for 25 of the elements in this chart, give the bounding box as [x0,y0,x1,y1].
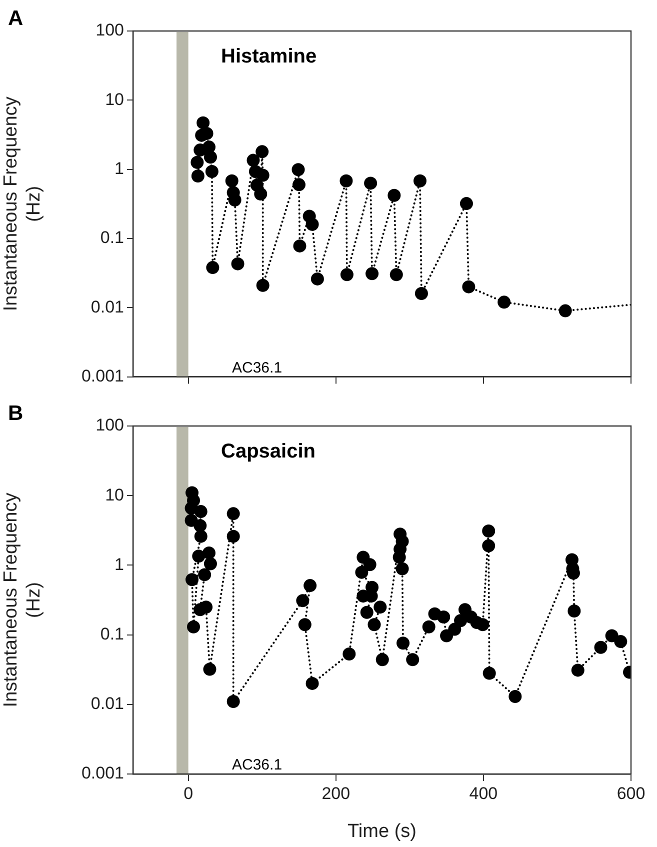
x-tick-label: 200 [322,784,350,803]
x-tick-label: 0 [184,784,194,803]
y-tick-label: 0.01 [90,297,124,316]
text: B [8,402,24,425]
y-tick-label: 100 [96,20,124,40]
annotation: AC36.1 [232,756,282,774]
y-tick-label: 0.001 [81,764,124,783]
text: Capsaicin [221,440,316,463]
y-tick-label: 0.001 [81,366,124,386]
x-tick-label: 600 [616,784,646,803]
y-tick-label: 0.01 [90,694,124,714]
y-axis-title: Instantaneous Frequency (Hz) [0,492,44,708]
y-tick-label: 0.1 [100,624,124,644]
x-tick-label: 400 [469,784,498,803]
y-tick-label: 1 [114,159,124,178]
y-tick-label: 100 [96,416,124,435]
x-axis-title: Time (s) [348,820,416,842]
y-tick-label: 1 [114,554,124,574]
text: A [8,6,24,30]
y-axis-title: Instantaneous Frequency (Hz) [0,96,44,312]
annotation: AC36.1 [232,359,282,376]
y-tick-label: 10 [105,485,124,504]
y-tick-label: 0.1 [100,228,124,248]
text: Histamine [221,46,317,68]
y-tick-label: 10 [105,90,124,109]
